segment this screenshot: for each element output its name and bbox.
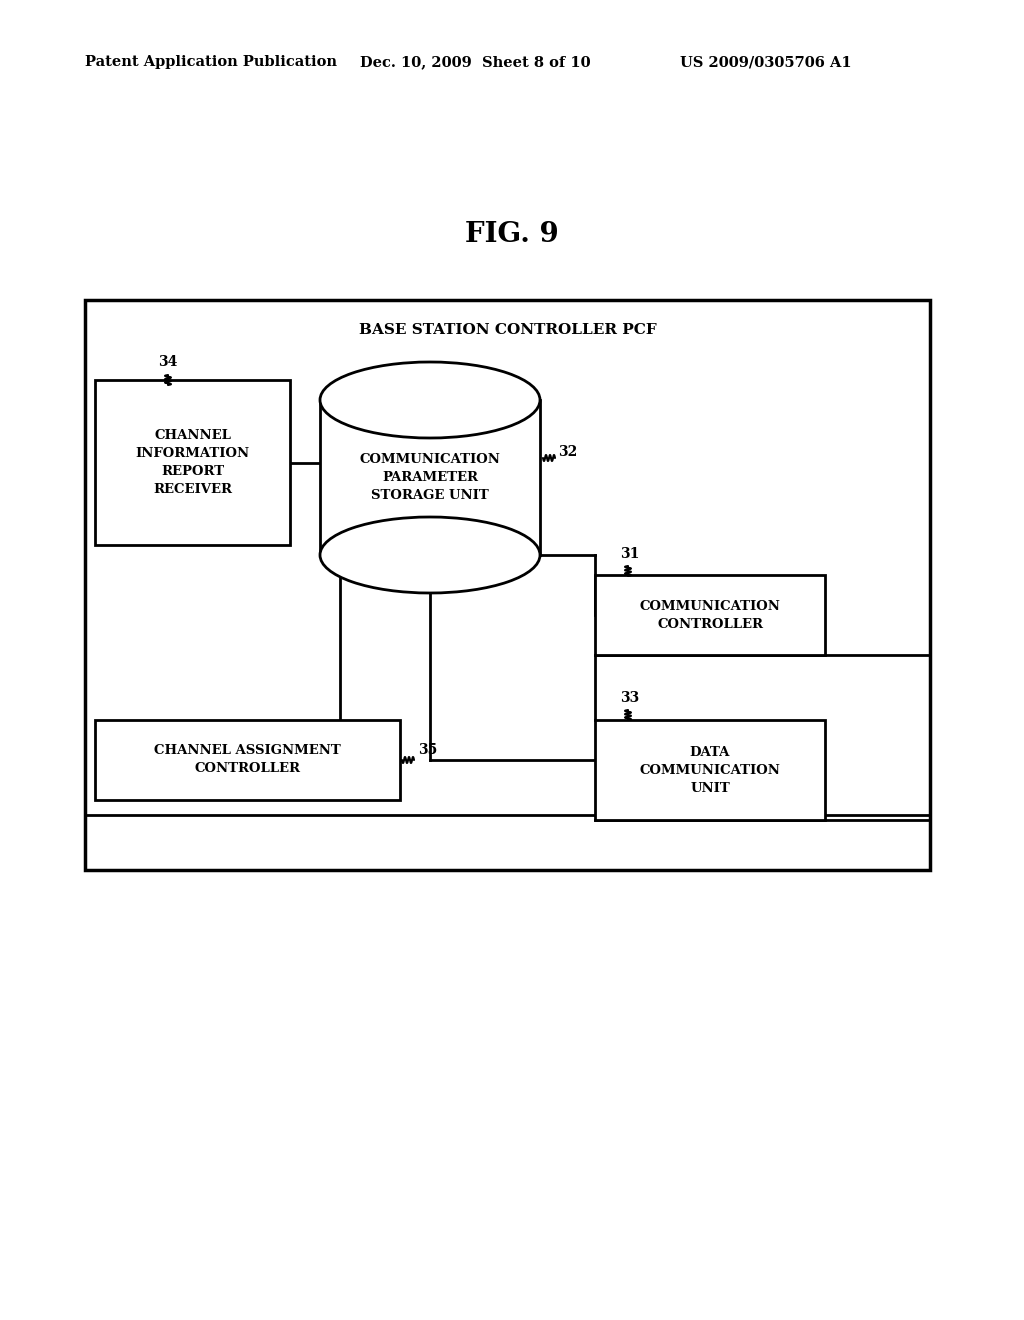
Text: Patent Application Publication: Patent Application Publication <box>85 55 337 69</box>
Text: Dec. 10, 2009  Sheet 8 of 10: Dec. 10, 2009 Sheet 8 of 10 <box>360 55 591 69</box>
Ellipse shape <box>319 517 540 593</box>
Bar <box>319 400 540 554</box>
Bar <box>595 719 825 820</box>
Text: 32: 32 <box>558 445 578 459</box>
Text: CHANNEL
INFORMATION
REPORT
RECEIVER: CHANNEL INFORMATION REPORT RECEIVER <box>135 429 250 496</box>
Bar <box>85 300 930 870</box>
Text: FIG. 9: FIG. 9 <box>465 222 559 248</box>
Text: BASE STATION CONTROLLER PCF: BASE STATION CONTROLLER PCF <box>358 323 656 337</box>
Text: CHANNEL ASSIGNMENT
CONTROLLER: CHANNEL ASSIGNMENT CONTROLLER <box>155 744 341 776</box>
Text: COMMUNICATION
PARAMETER
STORAGE UNIT: COMMUNICATION PARAMETER STORAGE UNIT <box>359 453 501 502</box>
Text: 34: 34 <box>158 355 177 370</box>
Bar <box>95 380 290 545</box>
Bar <box>95 719 400 800</box>
Ellipse shape <box>319 362 540 438</box>
Text: 33: 33 <box>620 690 639 705</box>
Bar <box>595 576 825 655</box>
Text: 31: 31 <box>620 546 639 561</box>
Text: DATA
COMMUNICATION
UNIT: DATA COMMUNICATION UNIT <box>640 746 780 795</box>
Text: COMMUNICATION
CONTROLLER: COMMUNICATION CONTROLLER <box>640 599 780 631</box>
Text: 35: 35 <box>418 743 437 756</box>
Text: US 2009/0305706 A1: US 2009/0305706 A1 <box>680 55 852 69</box>
